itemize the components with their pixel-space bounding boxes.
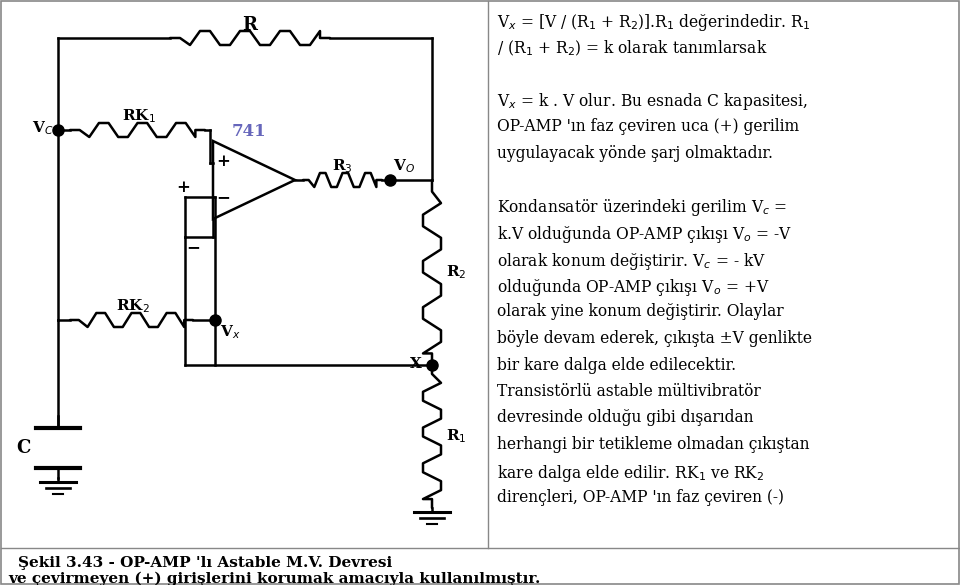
Text: V$_O$: V$_O$ bbox=[393, 157, 415, 175]
Text: −: − bbox=[216, 188, 230, 206]
Text: k.V olduğunda OP-AMP çıkışı V$_o$ = -V: k.V olduğunda OP-AMP çıkışı V$_o$ = -V bbox=[497, 224, 792, 245]
Text: devresinde olduğu gibi dışarıdan: devresinde olduğu gibi dışarıdan bbox=[497, 410, 754, 426]
Text: RK$_1$: RK$_1$ bbox=[122, 107, 156, 125]
Text: X: X bbox=[410, 357, 422, 371]
Text: bir kare dalga elde edilecektir.: bir kare dalga elde edilecektir. bbox=[497, 356, 736, 373]
Text: böyle devam ederek, çıkışta ±V genlikte: böyle devam ederek, çıkışta ±V genlikte bbox=[497, 330, 812, 347]
Text: kare dalga elde edilir. RK$_1$ ve RK$_2$: kare dalga elde edilir. RK$_1$ ve RK$_2$ bbox=[497, 463, 764, 483]
Text: olduğunda OP-AMP çıkışı V$_o$ = +V: olduğunda OP-AMP çıkışı V$_o$ = +V bbox=[497, 277, 770, 298]
Text: R$_1$: R$_1$ bbox=[446, 428, 467, 445]
Text: V$_x$ = k . V olur. Bu esnada C kapasitesi,: V$_x$ = k . V olur. Bu esnada C kapasite… bbox=[497, 91, 808, 112]
Text: V$_x$: V$_x$ bbox=[220, 323, 240, 340]
Text: R$_2$: R$_2$ bbox=[446, 264, 467, 281]
Text: Kondansatör üzerindeki gerilim V$_c$ =: Kondansatör üzerindeki gerilim V$_c$ = bbox=[497, 198, 787, 219]
Text: R: R bbox=[243, 16, 257, 34]
Text: uygulayacak yönde şarj olmaktadır.: uygulayacak yönde şarj olmaktadır. bbox=[497, 144, 773, 161]
Text: Transistörlü astable mültivibratör: Transistörlü astable mültivibratör bbox=[497, 383, 760, 400]
Text: olarak konum değiştirir. V$_c$ = - kV: olarak konum değiştirir. V$_c$ = - kV bbox=[497, 250, 766, 271]
Text: Şekil 3.43 - OP-AMP 'lı Astable M.V. Devresi: Şekil 3.43 - OP-AMP 'lı Astable M.V. Dev… bbox=[18, 556, 393, 570]
Text: 741: 741 bbox=[231, 123, 266, 140]
Text: R$_3$: R$_3$ bbox=[332, 157, 353, 175]
Text: V$_x$ = [V / (R$_1$ + R$_2$)].R$_1$ değerindedir. R$_1$: V$_x$ = [V / (R$_1$ + R$_2$)].R$_1$ değe… bbox=[497, 12, 810, 33]
Text: +: + bbox=[176, 178, 190, 195]
Text: dirençleri, OP-AMP 'ın faz çeviren (-): dirençleri, OP-AMP 'ın faz çeviren (-) bbox=[497, 489, 784, 506]
Text: ve çevirmeyen (+) girişlerini korumak amacıyla kullanılmıştır.: ve çevirmeyen (+) girişlerini korumak am… bbox=[8, 572, 540, 585]
Text: −: − bbox=[186, 239, 200, 256]
Text: C: C bbox=[15, 439, 30, 457]
Text: OP-AMP 'ın faz çeviren uca (+) gerilim: OP-AMP 'ın faz çeviren uca (+) gerilim bbox=[497, 118, 799, 135]
Text: olarak yine konum değiştirir. Olaylar: olarak yine konum değiştirir. Olaylar bbox=[497, 304, 783, 321]
Text: V$_C$: V$_C$ bbox=[32, 119, 53, 137]
Text: +: + bbox=[216, 153, 230, 170]
Text: RK$_2$: RK$_2$ bbox=[116, 297, 150, 315]
Text: herhangi bir tetikleme olmadan çıkıştan: herhangi bir tetikleme olmadan çıkıştan bbox=[497, 436, 809, 453]
Text: / (R$_1$ + R$_2$) = k olarak tanımlarsak: / (R$_1$ + R$_2$) = k olarak tanımlarsak bbox=[497, 39, 767, 58]
